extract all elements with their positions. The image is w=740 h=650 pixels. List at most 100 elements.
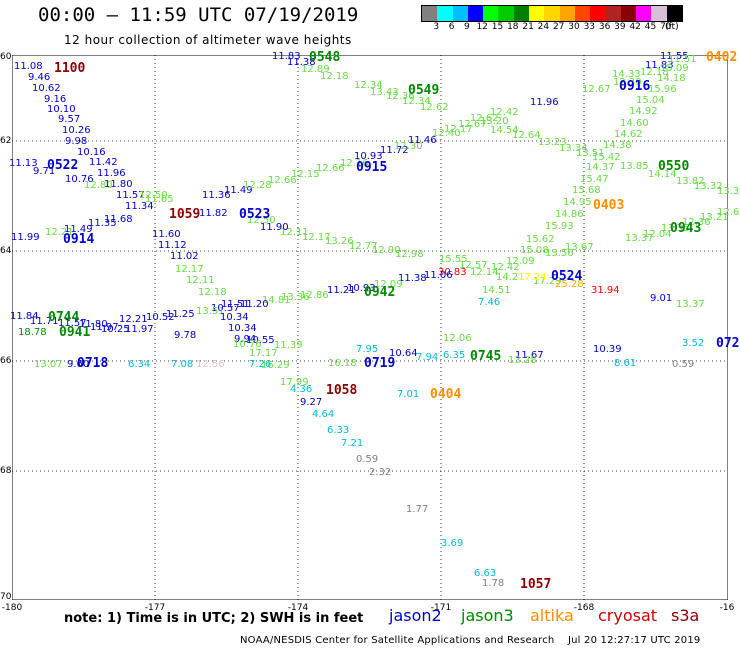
wave-height-value: 12.34: [354, 80, 383, 91]
wave-height-value: 10.26: [62, 125, 91, 136]
wave-height-value: 9.60: [67, 359, 90, 370]
wave-height-value: 11.49: [224, 185, 253, 196]
wave-height-value: 12.09: [506, 256, 535, 267]
colorbar-label: 27: [552, 22, 565, 32]
pass-time-label: 0402: [706, 50, 738, 65]
colorbar-label: 21: [522, 22, 534, 32]
pass-time-label: 0524: [551, 269, 583, 284]
wave-height-value: 12.18: [198, 287, 227, 298]
wave-height-value: 7.46: [478, 297, 501, 308]
wave-height-value: 14.54: [490, 125, 519, 136]
colorbar-swatch: [636, 6, 652, 21]
wave-height-value: 14.86: [555, 209, 584, 220]
wave-height-value: 8.61: [614, 358, 637, 369]
wave-height-value: 11.46: [408, 135, 437, 146]
wave-height-value: 7.95: [356, 344, 379, 355]
wave-height-value: 10.62: [32, 83, 61, 94]
pass-time-label: 1058: [326, 383, 358, 398]
wave-height-value: 15.47: [580, 174, 609, 185]
wave-height-value: 10.52: [146, 312, 175, 323]
wave-height-value: 13.51: [576, 148, 605, 159]
wave-height-value: 6.63: [474, 568, 497, 579]
wave-height-value: 6.35: [443, 350, 466, 361]
wave-height-value: 11.38: [287, 57, 316, 68]
colorbar-swatch: [574, 6, 591, 21]
legend-jason3: jason3: [461, 606, 514, 625]
wave-height-value: 31.94: [591, 285, 620, 296]
wave-height-value: 9.71: [33, 166, 56, 177]
wave-height-value: 15.08: [520, 245, 549, 256]
wave-height-value: 13.26: [325, 236, 354, 247]
wave-height-value: 13.51: [196, 306, 225, 317]
wave-height-value: 11.42: [89, 157, 118, 168]
wave-height-value: 12.89: [301, 64, 330, 75]
wave-height-value: 12.80: [84, 180, 113, 191]
wave-height-value: 12.62: [420, 102, 449, 113]
wave-height-value: 11.06: [424, 270, 453, 281]
wave-height-value: 11.96: [97, 168, 126, 179]
colorbar-swatch: [483, 6, 499, 21]
wave-height-value: 11.13: [9, 158, 38, 169]
wave-height-value: 9.16: [44, 94, 67, 105]
wave-height-value: 15.68: [572, 185, 601, 196]
wave-height-value: 11.97: [125, 324, 154, 335]
wave-height-value: 16.18: [328, 358, 357, 369]
note-text: note: 1) Time is in UTC; 2) SWH is in fe…: [64, 611, 364, 626]
colorbar-swatch: [452, 6, 468, 21]
wave-height-value: 9.46: [28, 72, 51, 83]
wave-height-value: 12.11: [280, 227, 309, 238]
graticule: [12, 55, 728, 600]
wave-height-value: 12.30: [613, 77, 642, 88]
colorbar-swatch: [467, 6, 484, 21]
pass-time-label: 0403: [593, 198, 625, 213]
wave-height-value: 12.06: [443, 333, 472, 344]
wave-height-value: 13.85: [620, 161, 649, 172]
colorbar-label: 45: [644, 22, 657, 32]
footer-timestamp: Jul 20 12:27:17 UTC 2019: [567, 635, 701, 646]
map-frame: [12, 55, 728, 600]
colorbar-label: 33: [583, 22, 596, 32]
wave-height-value: 12.40: [432, 128, 461, 139]
colorbar-label: 70: [660, 22, 672, 32]
wave-height-value: 10.34: [228, 323, 257, 334]
pass-time-label: 0522: [47, 158, 79, 173]
wave-height-value: 14.21: [496, 272, 525, 283]
pass-time-label: 072: [716, 336, 740, 351]
wave-height-value: 11.80: [104, 179, 133, 190]
wave-height-value: 12.77: [349, 241, 378, 252]
wave-height-value: 12.62: [717, 207, 740, 218]
wave-height-value: 11.25: [166, 309, 195, 320]
lon-label-168: -168: [573, 603, 595, 613]
wave-height-value: 7.21: [341, 438, 364, 449]
wave-height-value: 10.25: [101, 324, 130, 335]
colorbar-label: 42: [629, 22, 641, 32]
wave-height-value: 7.26: [249, 359, 272, 370]
wave-height-value: 14.18: [657, 73, 686, 84]
legend-altika: altika: [530, 606, 574, 625]
wave-height-value: 12.50: [139, 190, 168, 201]
wave-height-value: 12.62: [470, 113, 499, 124]
wave-height-value: 12.09: [374, 279, 403, 290]
wave-height-value: 10.39: [593, 344, 622, 355]
wave-height-value: 9.98: [65, 136, 88, 147]
wave-height-value: 13.28: [508, 355, 537, 366]
wave-height-value: 14.37: [586, 162, 615, 173]
wave-height-value: 13.34: [559, 143, 588, 154]
wave-height-value: 13.32: [694, 181, 723, 192]
wave-height-value: 12.30: [394, 141, 423, 152]
colorbar-swatch: [605, 6, 621, 21]
colorbar-label: 15: [491, 22, 504, 32]
footer-credit: NOAA/NESDIS Center for Satellite Applica…: [240, 635, 700, 646]
wave-height-value: 14.62: [614, 129, 643, 140]
wave-height-value: 13.35: [661, 223, 690, 234]
wave-height-value: 11.55: [660, 51, 689, 62]
wave-height-value: 11.90: [260, 222, 289, 233]
wave-height-value: 18.78: [18, 327, 47, 338]
wave-height-value: 12.67: [582, 84, 611, 95]
wave-height-value: 11.38: [398, 273, 427, 284]
colorbar-label: (ft): [665, 22, 679, 32]
wave-height-value: 12.15: [291, 169, 320, 180]
wave-height-value: 13.37: [676, 299, 705, 310]
wave-height-value: 12.21: [119, 314, 148, 325]
wave-height-value: 7.01: [397, 389, 420, 400]
